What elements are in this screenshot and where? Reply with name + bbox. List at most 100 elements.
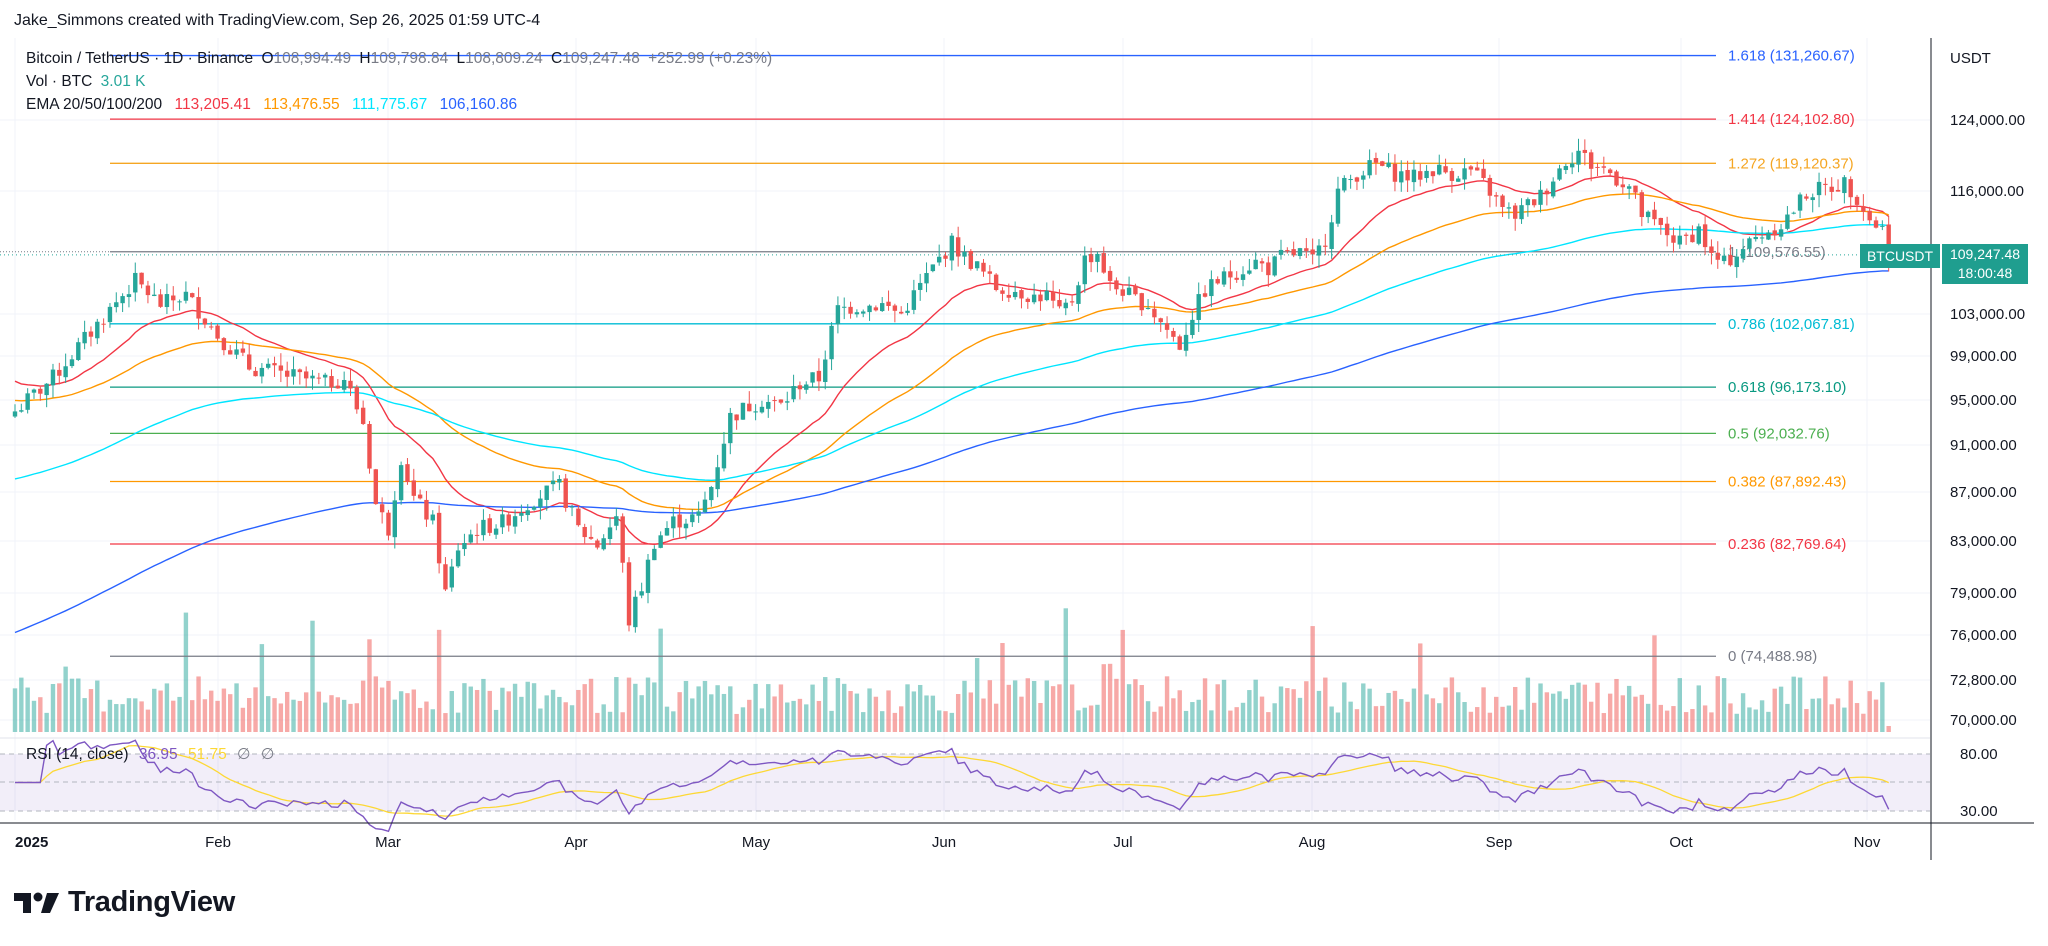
candle-body	[462, 542, 467, 550]
candle-body	[1854, 196, 1860, 205]
currency-unit[interactable]: USDT	[1950, 50, 1991, 67]
candle-body	[1740, 249, 1746, 259]
candle-body	[1569, 163, 1575, 168]
volume-bar	[1513, 686, 1518, 732]
candle-body	[639, 591, 644, 596]
candle-body	[1392, 163, 1398, 182]
volume-bar	[1747, 707, 1752, 732]
candle-body	[1437, 164, 1442, 175]
candle-body	[1012, 291, 1018, 298]
candle-body	[272, 363, 277, 366]
candle-body	[1272, 256, 1277, 276]
volume-bar	[69, 678, 75, 732]
volume-bar	[38, 697, 43, 732]
rsi-na-1: ∅	[237, 746, 251, 763]
volume-bar	[955, 693, 961, 732]
candle-body	[1696, 226, 1701, 244]
candle-body	[1069, 301, 1075, 303]
tradingview-logo[interactable]: TradingView	[14, 886, 235, 919]
volume-bar	[1835, 698, 1841, 732]
volume-bar	[1538, 683, 1543, 732]
candle-body	[766, 401, 771, 409]
candle-body	[101, 323, 106, 325]
candle-body	[1019, 290, 1024, 299]
ema-lines	[14, 175, 1890, 634]
candle-body	[728, 412, 733, 444]
candle-body	[981, 262, 986, 272]
volume-bar	[1031, 680, 1037, 732]
volume-bar	[266, 696, 271, 732]
candle-body	[120, 296, 125, 304]
volume-bar	[1468, 711, 1474, 732]
volume-label[interactable]: Vol · BTC	[26, 73, 93, 90]
candle-body	[234, 349, 239, 355]
candle-body	[1652, 209, 1657, 220]
volume-bar	[1133, 679, 1138, 732]
candle-body	[861, 311, 866, 314]
candle-body	[1424, 170, 1429, 179]
volume-bar	[1430, 698, 1436, 732]
candle-body	[95, 321, 100, 339]
fib-label-5: 0.618 (96,173.10)	[1728, 379, 1846, 396]
volume-bar	[455, 712, 461, 732]
price-tick-1: 116,000.00	[1950, 183, 2024, 200]
volume-bar	[120, 704, 125, 732]
candle-body	[1481, 168, 1486, 179]
candle-body	[1456, 178, 1461, 182]
candle-body	[917, 282, 923, 290]
volume-bar	[1816, 698, 1822, 732]
candle-body	[1658, 217, 1663, 225]
time-tick-5: Jun	[932, 834, 956, 851]
candle-body	[1880, 225, 1885, 227]
candle-body	[468, 534, 473, 543]
volume-bar	[1367, 688, 1372, 732]
candle-body	[310, 375, 315, 379]
candle-body	[1031, 294, 1037, 303]
volume-bar	[728, 686, 733, 732]
volume-bar	[1088, 705, 1094, 732]
volume-bar	[1183, 710, 1189, 732]
candle-body	[1443, 166, 1448, 173]
ema50-value: 113,476.55	[263, 96, 340, 113]
volume-bar	[899, 706, 904, 732]
volume-bar	[1702, 705, 1708, 732]
candle-body	[671, 516, 676, 529]
candle-body	[519, 512, 524, 516]
time-tick-10: Nov	[1854, 834, 1881, 851]
volume-bar	[221, 688, 227, 732]
candle-body	[1171, 330, 1176, 337]
volume-bar	[1095, 704, 1100, 732]
volume-bar	[721, 693, 727, 732]
ema-label[interactable]: EMA 20/50/100/200	[26, 96, 163, 113]
candle-body	[772, 400, 777, 402]
volume-bar	[1677, 678, 1682, 732]
legend-symbol[interactable]: Bitcoin / TetherUS · 1D · Binance	[26, 50, 254, 67]
volume-bar	[1791, 676, 1796, 732]
volume-bar	[709, 694, 714, 732]
candle-body	[164, 294, 170, 308]
volume-bar	[512, 683, 518, 732]
volume-bar	[829, 710, 834, 732]
volume-bar	[626, 677, 632, 732]
candle-body	[1848, 179, 1853, 198]
candle-body	[1690, 234, 1695, 243]
candle-body	[1120, 289, 1125, 296]
volume-bar	[1050, 686, 1056, 732]
rsi-label[interactable]: RSI (14, close)	[26, 746, 129, 763]
volume-bar	[303, 692, 309, 732]
volume-bar	[1823, 676, 1828, 732]
legend-l-label: L	[456, 50, 466, 67]
volume-bar	[1525, 677, 1531, 732]
volume-bar	[620, 712, 625, 732]
candle-body	[500, 514, 505, 528]
candle-body	[1766, 232, 1771, 240]
candle-body	[449, 566, 454, 588]
candle-body	[209, 326, 214, 328]
volume-bar	[1658, 704, 1663, 732]
candle-body	[664, 527, 670, 536]
volume-bar	[823, 677, 828, 732]
candle-body	[690, 514, 695, 523]
volume-bar	[1601, 713, 1607, 732]
candle-body	[1050, 291, 1056, 301]
